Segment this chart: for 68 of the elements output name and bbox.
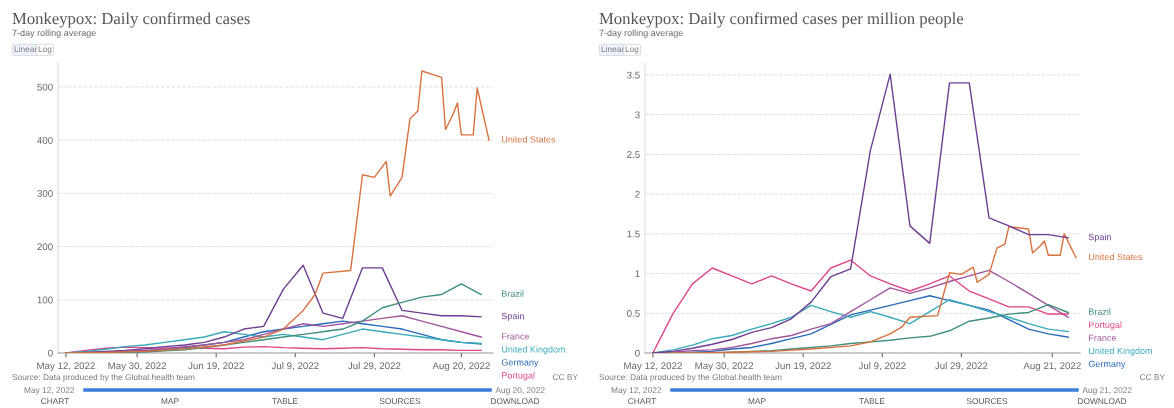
chart-title: Monkeypox: Daily confirmed cases per million people — [599, 12, 964, 28]
text: France — [1089, 334, 1117, 341]
x-tick-label: Jul 29, 2022 — [348, 362, 401, 371]
text: France — [502, 333, 530, 340]
x-tick-label: May 12, 2022 — [624, 362, 682, 372]
text: CC BY — [552, 374, 578, 381]
text: DOWNLOAD — [491, 398, 540, 405]
y-tick-label: 3.5 — [627, 71, 640, 79]
text: United Kingdom — [502, 345, 565, 355]
series-label: United States — [1089, 253, 1143, 261]
x-tick-label: Jul 29, 2022 — [935, 362, 988, 371]
text: SOURCES — [966, 398, 1008, 405]
text: SOURCES — [379, 398, 421, 405]
text: Log — [625, 46, 639, 54]
series-label: United States — [502, 135, 556, 143]
y-tick-label: 3 — [635, 111, 640, 119]
text: Linear — [14, 45, 38, 53]
x-tick-label: Jun 19, 2022 — [188, 362, 244, 371]
source-note: Source: Data produced by the Global.health team — [12, 373, 195, 382]
text: MAP — [748, 398, 766, 404]
text: MAP — [161, 398, 179, 404]
text: CHART — [628, 398, 657, 405]
x-tick-label: May 12, 2022 — [37, 362, 95, 372]
text: May 12, 2022 — [24, 387, 75, 395]
y-tick-label: 1.5 — [627, 230, 640, 238]
chart-title: Monkeypox: Daily confirmed cases — [12, 12, 250, 28]
text: Germany — [1088, 360, 1126, 369]
chart-subtitle: 7-day rolling average — [599, 29, 683, 38]
text: Linear — [601, 45, 625, 53]
y-tick-label: 300 — [37, 190, 53, 197]
x-tick-label: Aug 20, 2022 — [432, 362, 490, 372]
x-tick-label: Jul 9, 2022 — [858, 362, 906, 371]
text: Germany — [501, 359, 539, 368]
y-tick-label: 0.5 — [627, 310, 640, 317]
text: Brazil — [1089, 308, 1111, 315]
text: United Kingdom — [1089, 347, 1152, 356]
y-tick-label: 0 — [635, 349, 640, 357]
y-tick-label: 2 — [635, 190, 640, 198]
text: Spain — [1088, 233, 1111, 242]
source-note: Source: Data produced by the Global.health team — [599, 373, 782, 382]
y-tick-label: 2.5 — [627, 151, 640, 158]
text: Log — [38, 46, 52, 54]
text: TABLE — [859, 398, 885, 404]
y-tick-label: 0 — [48, 349, 53, 357]
x-tick-label: May 30, 2022 — [695, 362, 754, 372]
line-series — [652, 73, 1069, 353]
chart-subtitle: 7-day rolling average — [12, 29, 96, 38]
x-tick-label: Jul 9, 2022 — [271, 362, 319, 371]
y-tick-label: 100 — [37, 296, 53, 304]
y-tick-label: 1 — [635, 270, 640, 278]
text: CC BY — [1139, 374, 1165, 381]
text: May 12, 2022 — [611, 387, 662, 395]
text: Aug 20, 2022 — [495, 387, 545, 395]
text: Spain — [501, 312, 524, 322]
y-tick-label: 200 — [37, 243, 53, 251]
text: Portugal — [1089, 321, 1122, 330]
y-tick-label: 400 — [37, 136, 53, 144]
text: Portugal — [502, 371, 535, 381]
text: Aug 21, 2022 — [1082, 387, 1132, 395]
text: TABLE — [272, 398, 298, 404]
text: DOWNLOAD — [1078, 398, 1127, 405]
text: CHART — [41, 398, 70, 405]
x-tick-label: Jun 19, 2022 — [775, 362, 831, 371]
y-tick-label: 500 — [37, 83, 53, 91]
text: Brazil — [502, 290, 524, 297]
x-tick-label: May 30, 2022 — [108, 362, 167, 372]
x-tick-label: Aug 21, 2022 — [1023, 362, 1081, 372]
line-series — [65, 70, 490, 353]
